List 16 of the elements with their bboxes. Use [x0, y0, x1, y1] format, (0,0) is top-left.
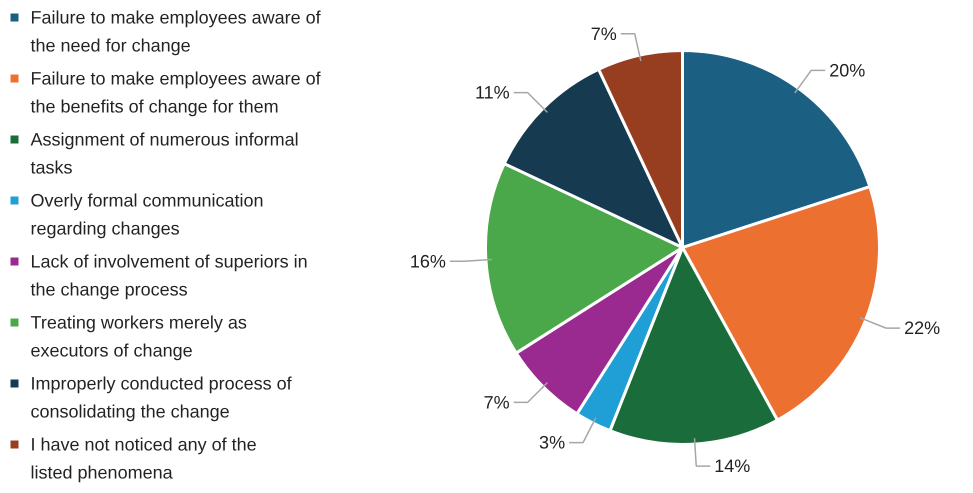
legend-label: I have not noticed any of the listed phenomena [30, 434, 257, 482]
legend-label: Failure to make employees aware of the need for change [30, 8, 322, 56]
data-label: 14% [714, 456, 750, 476]
legend-label: Overly formal communication regarding changes [30, 190, 264, 238]
data-label: 7% [590, 24, 617, 44]
data-label: 7% [484, 392, 510, 412]
data-label: 20% [829, 60, 866, 80]
legend-label: Failure to make employees aware of the benefits of change for them [30, 68, 322, 116]
data-label: 11% [474, 82, 510, 103]
data-label: 16% [410, 251, 446, 272]
legend-label: Lack of involvement of superiors in the change process [30, 252, 308, 300]
data-label: 3% [539, 432, 566, 453]
data-label: 22% [904, 318, 940, 338]
legend-label: Improperly conducted process of consolidating the change [30, 374, 293, 422]
legend-label: Assignment of numerous informal tasks [30, 130, 299, 178]
legend-label: Treating workers merely as executors of change [30, 312, 247, 360]
